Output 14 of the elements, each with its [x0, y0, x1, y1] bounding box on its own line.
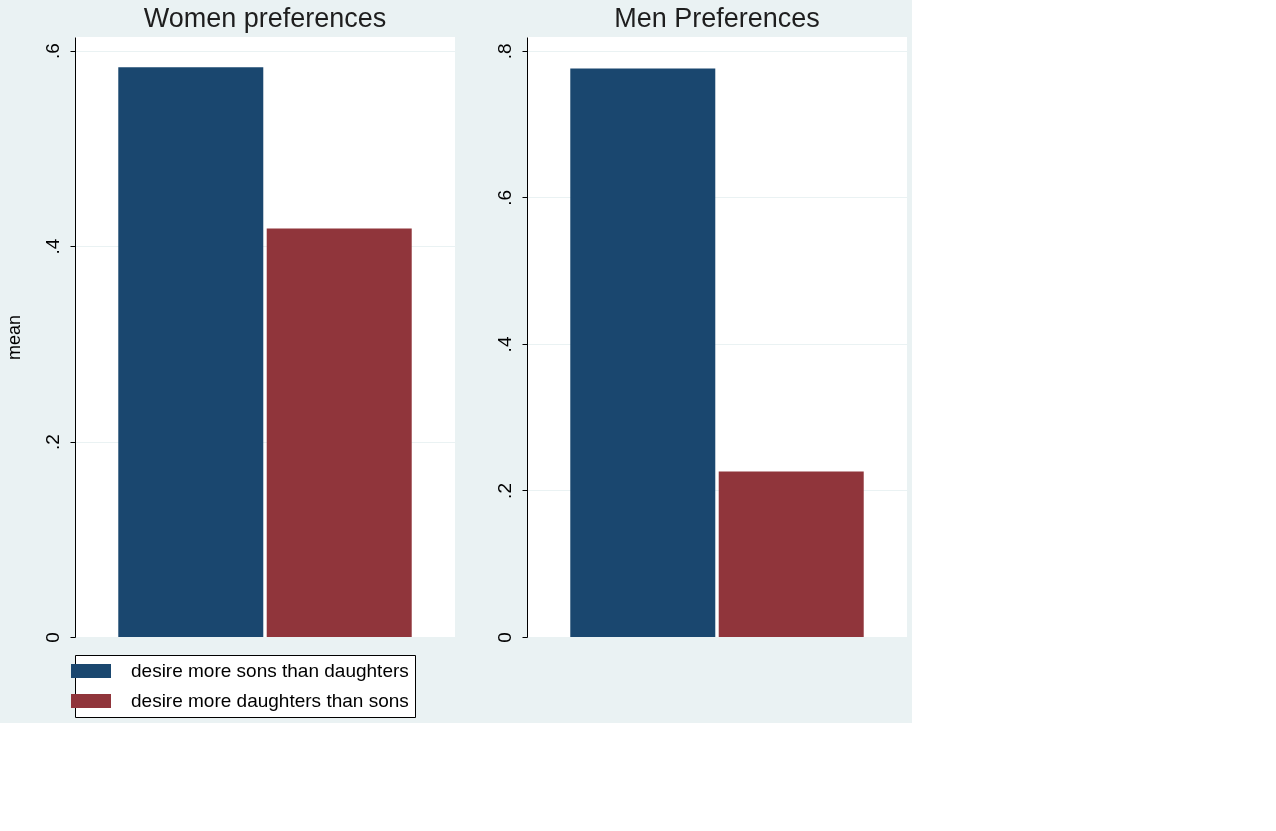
y-tick-label: .4: [493, 336, 515, 353]
legend-label: desire more daughters than sons: [131, 690, 409, 711]
y-tick-label: .2: [41, 434, 63, 450]
chart-title: Men Preferences: [614, 3, 820, 33]
y-tick-label: .4: [41, 238, 63, 255]
legend-label: desire more sons than daughters: [131, 660, 409, 681]
y-tick-label: .8: [493, 43, 515, 60]
y-axis-title: mean: [3, 314, 24, 361]
y-tick-label: .6: [41, 43, 63, 60]
y-tick-label: .2: [493, 483, 515, 499]
chart-title: Women preferences: [143, 3, 387, 33]
y-tick-label: 0: [493, 632, 515, 643]
y-tick-label: 0: [41, 632, 63, 643]
y-tick-label: .6: [493, 190, 515, 206]
